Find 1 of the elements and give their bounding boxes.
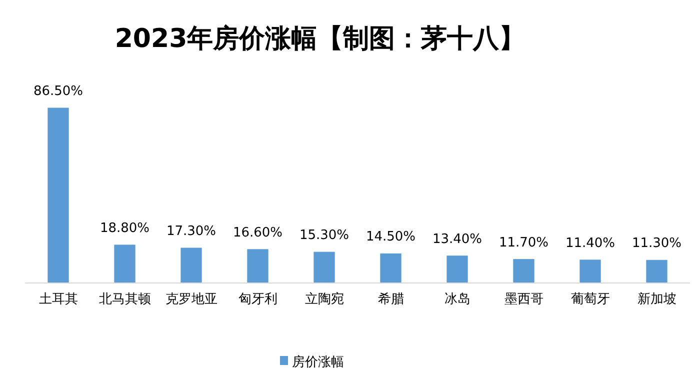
title: 2023年房价涨幅【制图：茅十八】 — [114, 24, 526, 54]
